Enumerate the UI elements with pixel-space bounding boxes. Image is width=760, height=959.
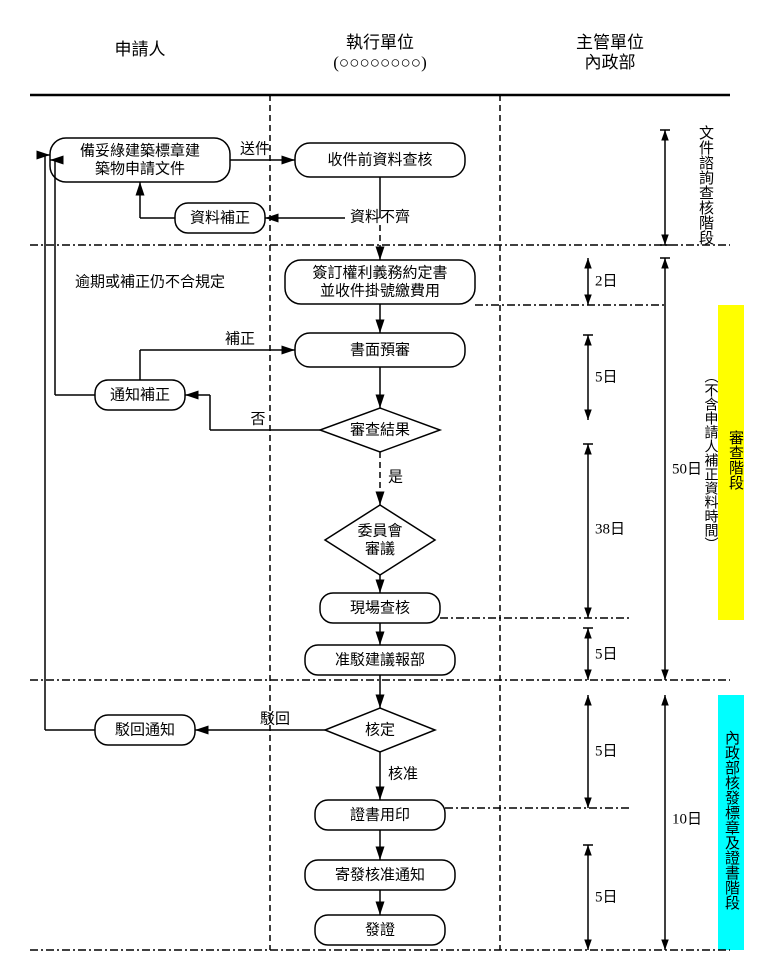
svg-text:現場查核: 現場查核: [350, 599, 410, 616]
svg-text:委員會: 委員會: [357, 522, 402, 539]
dur-5: 5日: [595, 889, 618, 905]
dur-0: 2日: [595, 273, 618, 289]
edge-send-label: 送件: [240, 140, 270, 157]
stage2-sublabel: （不含申請人補正資料時間）: [703, 369, 719, 551]
label-no: 否: [250, 411, 265, 427]
col-executor-header: 執行單位: [346, 33, 414, 52]
label-reject: 駁回: [260, 710, 290, 727]
label-yes: 是: [388, 469, 403, 485]
stage3-total: 10日: [672, 811, 702, 827]
col-applicant-header: 申請人: [115, 40, 166, 59]
svg-text:證書用印: 證書用印: [350, 806, 410, 823]
dur-3: 5日: [595, 646, 618, 662]
stage1-label: 文件諮詢查核階段: [697, 125, 714, 245]
svg-text:備妥綠建築標章建: 備妥綠建築標章建: [80, 141, 200, 159]
svg-text:築物申請文件: 築物申請文件: [95, 159, 185, 177]
svg-text:准駁建議報部: 准駁建議報部: [335, 650, 425, 668]
node-committee: [325, 505, 435, 575]
label-correct2: 補正: [225, 330, 255, 347]
stage2-label: 審查階段: [727, 430, 744, 490]
svg-text:書面預審: 書面預審: [350, 341, 410, 358]
dur-4: 5日: [595, 743, 618, 759]
label-approved: 核准: [388, 765, 418, 782]
dur-2: 38日: [595, 521, 625, 537]
stage2-total: 50日: [672, 461, 702, 477]
svg-text:並收件掛號繳費用: 並收件掛號繳費用: [320, 282, 440, 299]
svg-text:審查結果: 審查結果: [350, 421, 410, 438]
label-overdue: 逾期或補正仍不合規定: [75, 273, 225, 290]
col-authority-header: 主管單位: [576, 33, 644, 52]
svg-text:寄發核准通知: 寄發核准通知: [335, 865, 425, 883]
svg-text:審議: 審議: [365, 539, 395, 557]
label-incomplete: 資料不齊: [350, 207, 410, 225]
svg-text:發證: 發證: [365, 921, 395, 938]
col-executor-subheader: (○○○○○○○○): [333, 53, 426, 72]
svg-text:收件前資料查核: 收件前資料查核: [327, 151, 432, 168]
svg-text:駁回通知: 駁回通知: [115, 721, 175, 738]
flowchart-diagram: 申請人 執行單位 (○○○○○○○○) 主管單位 內政部 50日 10日 2日 …: [0, 0, 760, 959]
svg-text:簽訂權利義務約定書: 簽訂權利義務約定書: [312, 263, 447, 281]
svg-text:資料補正: 資料補正: [190, 209, 250, 226]
svg-text:通知補正: 通知補正: [110, 386, 170, 403]
col-authority-subheader: 內政部: [585, 53, 636, 72]
svg-text:核定: 核定: [365, 721, 395, 738]
stage3-label: 內政部核發標章及證書階段: [723, 730, 740, 910]
dur-1: 5日: [595, 369, 618, 385]
